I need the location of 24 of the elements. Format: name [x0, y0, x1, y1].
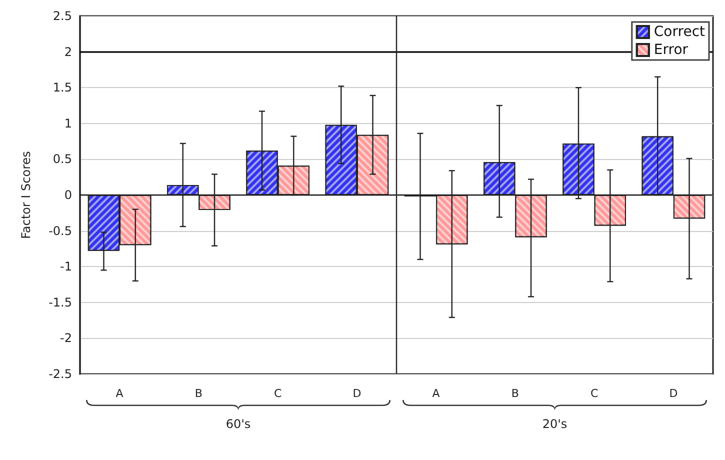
y-tick-label: 2: [64, 44, 72, 59]
text: 60's: [226, 417, 251, 431]
y-axis-title: Factor I Scores: [19, 151, 33, 239]
x-tick-label: B: [194, 387, 202, 400]
y-tick-label: -2.5: [48, 367, 72, 381]
y-tick-label: 0: [64, 188, 72, 202]
legend-label: Error: [654, 42, 688, 58]
x-tick-label: D: [669, 387, 678, 400]
x-tick-label: B: [511, 387, 519, 400]
x-tick-label: A: [432, 387, 440, 400]
y-tick-label: -2: [60, 331, 72, 346]
x-tick-label: A: [116, 387, 124, 400]
y-tick-label: -0.5: [48, 224, 72, 238]
x-tick-label: C: [274, 387, 282, 400]
x-tick-label: C: [590, 387, 598, 400]
legend-label: Correct: [654, 24, 706, 40]
y-tick-label: 1: [64, 116, 72, 130]
y-tick-label: 1.5: [52, 80, 72, 95]
text: 20's: [542, 417, 568, 431]
y-tick-label: -1.5: [48, 295, 72, 310]
y-tick-label: 0.5: [52, 152, 72, 166]
y-tick-label: -1: [60, 260, 72, 274]
y-tick-label: 2.5: [52, 9, 72, 23]
x-tick-label: D: [352, 387, 362, 400]
